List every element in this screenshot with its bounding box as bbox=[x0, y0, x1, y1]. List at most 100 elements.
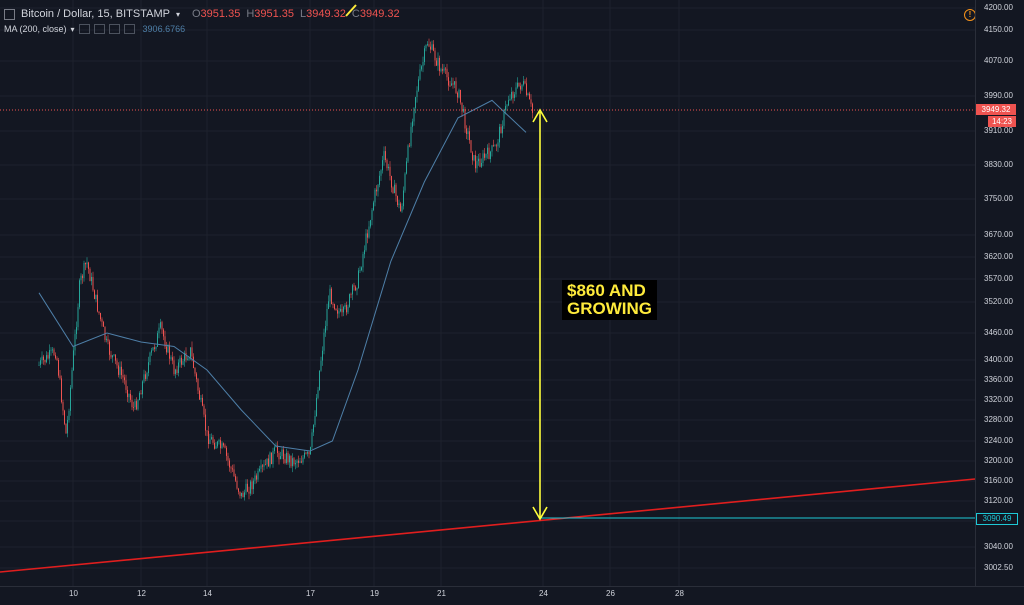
candle-body bbox=[511, 92, 512, 99]
candle-body bbox=[496, 145, 497, 147]
settings-icon[interactable] bbox=[93, 24, 105, 34]
candle-body bbox=[319, 370, 320, 391]
candle-body bbox=[167, 345, 169, 353]
candle-body bbox=[235, 476, 236, 481]
candle-body bbox=[224, 445, 226, 448]
candle-body bbox=[142, 381, 143, 395]
candle-body bbox=[241, 492, 242, 497]
candle-body bbox=[271, 452, 272, 464]
candle-body bbox=[214, 442, 215, 449]
y-tick-label: 3280.00 bbox=[984, 415, 1013, 424]
candle-body bbox=[133, 407, 134, 408]
candle-body bbox=[464, 109, 466, 129]
candle-body bbox=[353, 285, 355, 287]
candle-body bbox=[98, 311, 100, 313]
candle-body bbox=[232, 468, 233, 470]
chevron-down-icon[interactable]: ▾ bbox=[70, 24, 75, 34]
y-tick-label: 3670.00 bbox=[984, 230, 1013, 239]
close-icon[interactable] bbox=[108, 24, 120, 34]
candle-body bbox=[416, 90, 418, 98]
candle-body bbox=[380, 170, 382, 176]
candle-body bbox=[53, 349, 55, 355]
chevron-down-icon[interactable]: ▾ bbox=[175, 9, 180, 19]
candle-body bbox=[278, 453, 280, 460]
candle-body bbox=[247, 483, 248, 492]
chart-plot-area[interactable] bbox=[0, 0, 976, 586]
symbol-title[interactable]: Bitcoin / Dollar, 15, BITSTAMP bbox=[21, 8, 170, 20]
candle-body bbox=[206, 430, 208, 432]
collapse-icon[interactable] bbox=[4, 8, 15, 20]
candle-body bbox=[460, 89, 461, 103]
candle-body bbox=[503, 110, 505, 126]
candle-body bbox=[307, 452, 308, 454]
candle-body bbox=[493, 145, 494, 147]
eye-icon[interactable] bbox=[78, 24, 90, 34]
y-tick-label: 3120.00 bbox=[984, 496, 1013, 505]
candle-body bbox=[388, 166, 389, 169]
candle-body bbox=[487, 147, 488, 154]
candle-body bbox=[226, 447, 227, 456]
candle-body bbox=[466, 128, 467, 134]
price-axis[interactable]: 4200.00 4150.00 4070.00 3990.00 3910.00 3830.… bbox=[975, 0, 1024, 586]
more-icon[interactable] bbox=[123, 24, 135, 34]
candle-body bbox=[352, 285, 353, 295]
candle-body bbox=[172, 357, 173, 361]
candle-body bbox=[346, 305, 347, 313]
candle-body bbox=[202, 397, 203, 406]
candle-body bbox=[62, 402, 64, 411]
candle-body bbox=[212, 437, 214, 443]
candle-body bbox=[479, 158, 481, 167]
candle-body bbox=[476, 161, 478, 169]
candle-body bbox=[500, 126, 502, 134]
candle-body bbox=[443, 68, 445, 71]
candle-body bbox=[461, 102, 463, 112]
candle-body bbox=[386, 160, 388, 169]
y-tick-label: 3002.50 bbox=[984, 563, 1013, 572]
candle-body bbox=[418, 79, 419, 91]
candle-body bbox=[526, 83, 527, 95]
time-axis[interactable] bbox=[0, 586, 1024, 605]
candle-body bbox=[70, 387, 71, 411]
candle-body bbox=[173, 360, 175, 374]
candle-body bbox=[139, 393, 140, 401]
candle-body bbox=[457, 92, 458, 98]
candle-body bbox=[316, 397, 317, 416]
candle-body bbox=[532, 103, 533, 113]
candle-body bbox=[128, 393, 130, 398]
candle-body bbox=[368, 226, 370, 238]
candle-body bbox=[101, 319, 103, 322]
candle-body bbox=[68, 410, 70, 420]
y-tick-label: 3240.00 bbox=[984, 436, 1013, 445]
candle-body bbox=[469, 131, 470, 141]
candle-body bbox=[452, 83, 454, 85]
candle-body bbox=[260, 465, 262, 469]
candle-body bbox=[458, 89, 460, 98]
candle-body bbox=[280, 456, 281, 460]
candle-body bbox=[137, 400, 139, 410]
candle-body bbox=[482, 153, 484, 163]
candle-body bbox=[440, 69, 442, 72]
candle-body bbox=[257, 470, 259, 480]
candle-body bbox=[233, 469, 235, 477]
candle-body bbox=[263, 464, 265, 467]
candle-body bbox=[83, 263, 85, 279]
candle-body bbox=[65, 423, 67, 434]
candle-body bbox=[40, 360, 41, 365]
indicator-name[interactable]: MA (200, close) bbox=[4, 24, 67, 34]
candle-body bbox=[125, 380, 127, 390]
y-tick-label: 3320.00 bbox=[984, 395, 1013, 404]
candle-body bbox=[124, 377, 125, 381]
candle-body bbox=[370, 220, 371, 227]
candle-body bbox=[196, 373, 197, 380]
price-chart[interactable] bbox=[0, 0, 976, 586]
candle-body bbox=[181, 357, 182, 365]
y-tick-label: 4150.00 bbox=[984, 25, 1013, 34]
candle-body bbox=[509, 98, 511, 101]
candle-body bbox=[329, 288, 331, 302]
candle-body bbox=[209, 439, 211, 444]
candle-body bbox=[82, 275, 83, 279]
candle-body bbox=[334, 304, 335, 309]
candle-body bbox=[169, 345, 170, 359]
candle-body bbox=[317, 390, 319, 398]
candle-body bbox=[182, 361, 184, 365]
